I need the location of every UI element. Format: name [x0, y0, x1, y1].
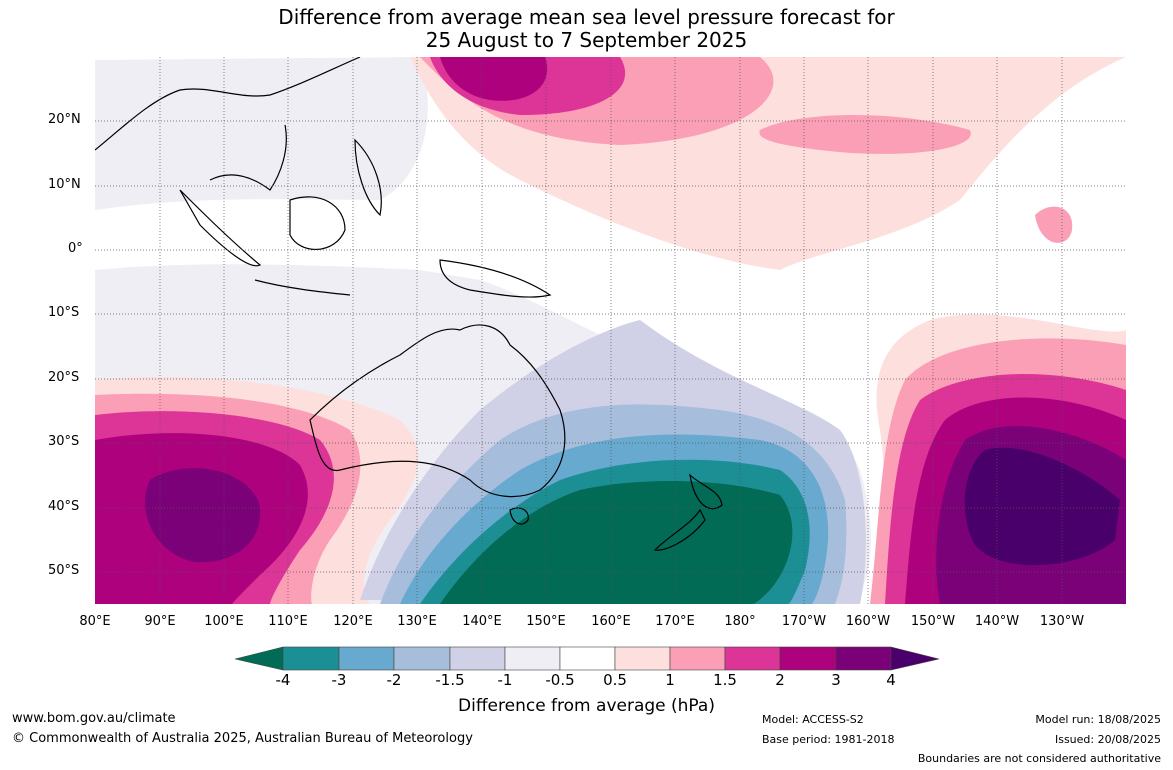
contour-minus-4	[440, 480, 793, 604]
lat-label: 20°N	[48, 112, 81, 127]
contour-plus-1-hawaii	[759, 115, 971, 154]
lon-label: 150°W	[910, 614, 956, 629]
lon-label: 150°E	[526, 614, 566, 629]
colorbar-swatch	[449, 646, 506, 671]
lon-label: 160°E	[591, 614, 631, 629]
lon-label: 130°E	[397, 614, 437, 629]
new-guinea-coast	[439, 259, 552, 298]
lon-label: 180°	[724, 614, 756, 629]
contour-plus-4-se	[964, 447, 1120, 566]
lon-label: 100°E	[204, 614, 244, 629]
lat-label: 50°S	[48, 563, 80, 578]
contour-minus-0.5-north	[95, 57, 428, 210]
colorbar-label: -1	[497, 671, 513, 689]
lon-label: 170°E	[655, 614, 695, 629]
lat-label: 0°	[68, 241, 83, 256]
lon-label: 120°E	[333, 614, 373, 629]
lon-label: 130°W	[1039, 614, 1085, 629]
colorbar-swatch	[504, 646, 561, 671]
issued-date: Issued: 20/08/2025	[1054, 733, 1161, 746]
lat-label: 10°N	[48, 177, 81, 192]
colorbar-swatch-over	[890, 646, 940, 671]
colorbar-label: 3	[831, 671, 841, 689]
java-coast	[254, 279, 351, 296]
new-zealand-south	[653, 508, 706, 551]
colorbar-swatch	[614, 646, 671, 671]
map-title-line-1: Difference from average mean sea level p…	[278, 5, 895, 29]
lon-label: 140°W	[974, 614, 1020, 629]
contour-plus-1-eq	[1035, 206, 1073, 243]
colorbar-label: -0.5	[545, 671, 575, 689]
base-period: Base period: 1981-2018	[762, 733, 895, 746]
colorbar-swatch	[669, 646, 726, 671]
philippines-coast	[354, 138, 382, 217]
coastlines	[95, 57, 723, 551]
colorbar-swatch	[393, 646, 451, 671]
colorbar-swatch	[282, 646, 340, 671]
contour-plus-3-west	[145, 468, 261, 563]
website-link[interactable]: www.bom.gov.au/climate	[12, 711, 176, 726]
model-name: Model: ACCESS-S2	[762, 713, 864, 726]
model-run-date: Model run: 18/08/2025	[1035, 713, 1161, 726]
colorbar-label: 1	[665, 671, 675, 689]
colorbar-label: -3	[331, 671, 347, 689]
colorbar	[234, 646, 940, 671]
colorbar-label: -2	[386, 671, 402, 689]
sumatra-coast	[179, 189, 262, 267]
lon-label: 140°E	[462, 614, 502, 629]
contour-plus-2-north	[440, 57, 548, 101]
colorbar-swatch	[779, 646, 837, 671]
lon-label: 110°E	[268, 614, 308, 629]
copyright-text: © Commonwealth of Australia 2025, Austra…	[12, 731, 473, 746]
colorbar-swatch	[835, 646, 892, 671]
colorbar-label: -4	[275, 671, 291, 689]
colorbar-label: 4	[886, 671, 896, 689]
lat-label: 10°S	[48, 305, 80, 320]
new-zealand-north	[689, 473, 723, 510]
australia-coast	[309, 324, 566, 498]
lon-label: 90°E	[144, 614, 176, 629]
colorbar-label: 2	[775, 671, 785, 689]
colorbar-label: 0.5	[603, 671, 627, 689]
lat-label: 30°S	[48, 434, 80, 449]
lat-label: 20°S	[48, 370, 80, 385]
colorbar-swatch	[559, 646, 616, 671]
colorbar-swatch	[338, 646, 395, 671]
lon-label: 80°E	[79, 614, 111, 629]
lat-label: 40°S	[48, 499, 80, 514]
colorbar-label: -1.5	[435, 671, 465, 689]
anomaly-field	[95, 57, 1126, 604]
graticule	[95, 57, 1126, 604]
lon-label: 170°W	[781, 614, 827, 629]
colorbar-title: Difference from average (hPa)	[458, 696, 715, 716]
lon-label: 160°W	[845, 614, 891, 629]
map-title-line-2: 25 August to 7 September 2025	[425, 28, 748, 52]
asia-coast	[95, 57, 361, 191]
borneo-coast	[289, 196, 346, 250]
colorbar-swatch-under	[234, 646, 284, 671]
colorbar-label: 1.5	[713, 671, 737, 689]
boundaries-disclaimer: Boundaries are not considered authoritat…	[917, 752, 1161, 765]
colorbar-swatch	[724, 646, 781, 671]
